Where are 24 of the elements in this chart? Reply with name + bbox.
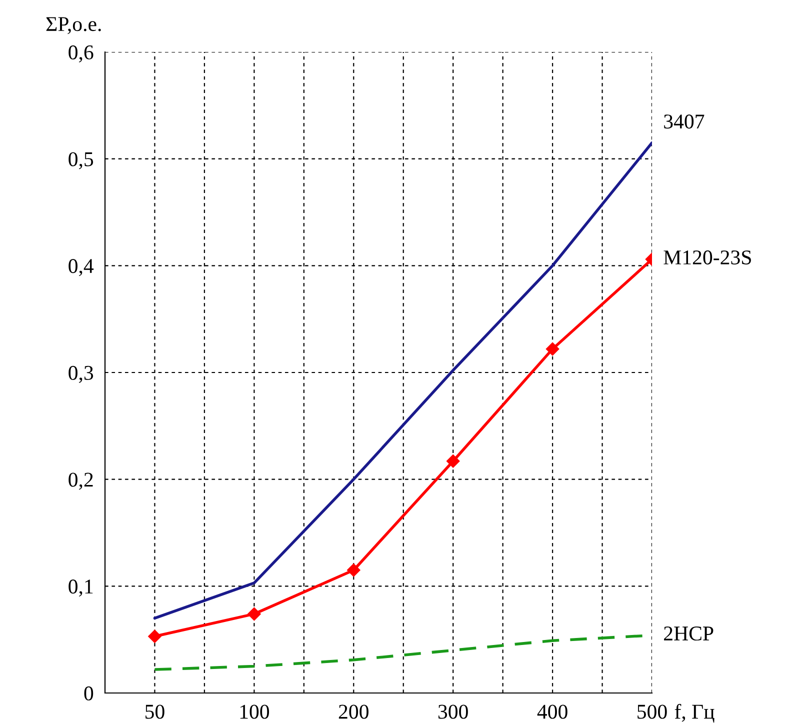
line-series	[153, 141, 652, 620]
x-tick-label: 200	[338, 704, 368, 719]
point	[446, 454, 460, 468]
y-tick-label: 0,6	[68, 45, 94, 62]
y-tick-label: 0,2	[68, 472, 93, 490]
series-label: 3407	[664, 114, 704, 129]
x-axis-title: f, Гц	[674, 704, 714, 723]
x-tick-label: 300	[438, 704, 468, 719]
y-tick-label: 0	[84, 686, 94, 700]
series-label: M120-23S	[664, 250, 751, 264]
x-tick-label: 400	[537, 704, 568, 719]
point	[546, 342, 560, 356]
y-axis-title: ΣP,o.e.	[46, 17, 101, 34]
series-label: 2HCP	[664, 626, 714, 641]
x-tick-label: 100	[240, 704, 270, 719]
x-tick-label: 50	[146, 704, 164, 719]
y-tick-label: 0,1	[68, 580, 93, 597]
point	[248, 607, 261, 621]
y-tick-label: 0,4	[68, 259, 94, 276]
x-tick-label: 500	[638, 704, 667, 719]
y-tick-label: 0,3	[68, 366, 94, 383]
point	[347, 564, 360, 577]
point	[148, 630, 162, 643]
y-tick-label: 0,5	[68, 152, 94, 170]
